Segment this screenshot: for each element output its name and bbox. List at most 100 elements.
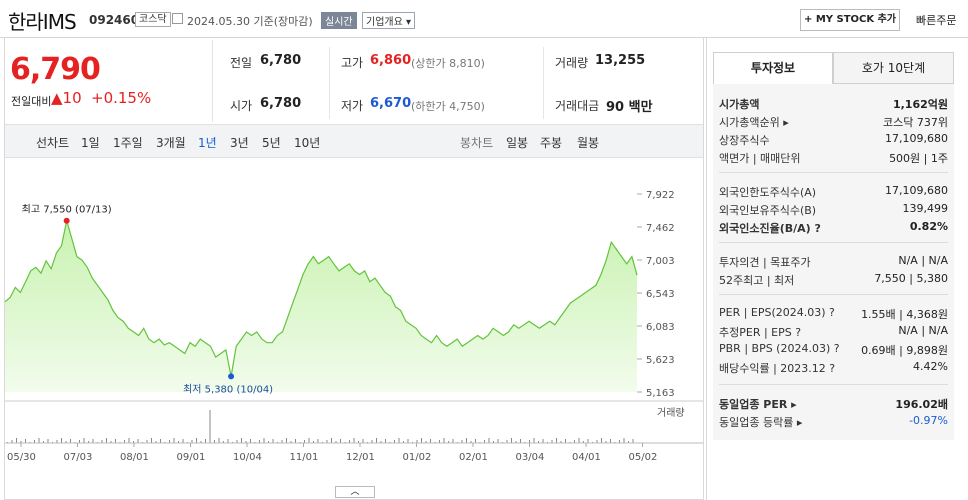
- info-row-value: N/A | N/A: [898, 254, 948, 267]
- divider: [719, 294, 948, 295]
- tab-period-1d[interactable]: 1일: [81, 136, 100, 150]
- volume-bar: [623, 438, 625, 443]
- volume-bar: [214, 440, 215, 443]
- change-value: ▲10: [51, 89, 82, 107]
- collapse-chart-button[interactable]: ︿: [335, 486, 375, 498]
- x-tick-label: 05/02: [629, 452, 658, 463]
- x-tick-label: 12/01: [346, 452, 375, 463]
- volume-bar: [529, 440, 530, 443]
- volume-bar: [362, 439, 364, 443]
- volume-bar: [538, 441, 539, 443]
- tab-candle-daily[interactable]: 일봉: [506, 136, 529, 150]
- tab-candle-monthly[interactable]: 월봉: [577, 136, 600, 150]
- low-label: 저가: [341, 99, 364, 113]
- high-annotation: 최고 7,550 (07/13): [22, 204, 112, 216]
- info-row-label: 상장주식수: [719, 134, 770, 147]
- volume-bar: [398, 438, 400, 443]
- divider: [719, 172, 948, 173]
- volume-bar: [250, 439, 251, 443]
- tab-quote-10[interactable]: 호가 10단계: [833, 52, 954, 84]
- volume-bar: [38, 438, 40, 443]
- tab-period-1w[interactable]: 1주일: [113, 136, 143, 150]
- volume-bar: [259, 440, 260, 443]
- volume-bar: [380, 441, 382, 443]
- tab-invest-info[interactable]: 투자정보: [713, 52, 833, 84]
- info-row: 추정PER | EPS ? N/A | N/A: [713, 322, 954, 340]
- x-tick-label: 01/02: [403, 452, 432, 463]
- volume-bar: [110, 441, 112, 443]
- info-row-value: 1.55배 | 4,368원: [861, 308, 948, 321]
- tab-candle-weekly[interactable]: 주봉: [540, 136, 563, 150]
- change-label: 전일대비: [11, 95, 52, 108]
- volume-bar: [191, 440, 193, 443]
- volume-bar: [331, 438, 332, 443]
- info-panel: [706, 38, 968, 500]
- volume-bar: [371, 440, 373, 443]
- volume-bar: [515, 441, 517, 443]
- info-row: 동일업종 등락률 ▸ -0.97%: [713, 412, 954, 430]
- current-price: 6,790: [10, 52, 101, 87]
- volume-bar: [317, 439, 319, 443]
- volume-legend: 거래량: [657, 407, 685, 419]
- tab-period-1y[interactable]: 1년: [198, 136, 217, 150]
- info-row-value: 139,499: [902, 202, 949, 215]
- volume-bar: [128, 438, 130, 443]
- x-tick-label: 11/01: [290, 452, 319, 463]
- price-chart[interactable]: 최고 7,550 (07/13) 최저 5,380 (10/04) 7,922 7…: [5, 158, 703, 463]
- volume-bar: [61, 438, 62, 443]
- add-mystock-button[interactable]: + MY STOCK 추가: [800, 9, 900, 31]
- volume-bar: [439, 440, 440, 443]
- change-percent: +0.15%: [91, 89, 152, 107]
- info-row-value: 0.69배 | 9,898원: [861, 344, 948, 357]
- info-row-label: 액면가 | 매매단위: [719, 152, 801, 165]
- volume-bar: [295, 439, 296, 443]
- volume-bar: [619, 440, 620, 443]
- info-row-value: 코스닥 737위: [883, 116, 948, 129]
- company-info-dropdown[interactable]: 기업개요 ▾: [362, 12, 415, 29]
- volume-bar: [47, 439, 49, 443]
- volume-bar: [407, 439, 409, 443]
- volume-bar: [533, 438, 535, 443]
- volume-bar: [583, 441, 584, 443]
- volume-bar: [461, 440, 463, 443]
- divider: [719, 242, 948, 243]
- tab-period-3m[interactable]: 3개월: [156, 136, 186, 150]
- volume-bar: [488, 438, 490, 443]
- volume-bar: [209, 410, 211, 443]
- volume-bar: [376, 438, 377, 443]
- quick-order-link[interactable]: 빠른주문: [916, 14, 957, 27]
- info-row-label: 동일업종 PER ▸: [719, 398, 797, 411]
- stock-name: 한라IMS: [8, 10, 77, 34]
- volume-bar: [241, 438, 242, 443]
- volume-bar: [227, 439, 229, 443]
- volume-bar: [146, 440, 148, 443]
- info-row-value: 196.02배: [895, 398, 948, 411]
- low-marker: [228, 373, 235, 380]
- realtime-button[interactable]: 실시간: [321, 12, 357, 29]
- tab-period-3y[interactable]: 3년: [230, 136, 249, 150]
- volume-bar: [493, 441, 494, 443]
- amount-label: 거래대금: [555, 99, 600, 113]
- volume-bar: [200, 441, 202, 443]
- volume-bar: [565, 439, 566, 443]
- volume-bar: [448, 441, 449, 443]
- price-area: [5, 220, 637, 392]
- info-row-label: 52주최고 | 최저: [719, 274, 795, 287]
- volume-bar: [245, 441, 247, 443]
- volume-bar: [155, 441, 157, 443]
- divider: [719, 384, 948, 385]
- open-value: 6,780: [260, 96, 302, 111]
- volume-bar: [416, 440, 418, 443]
- volume-bar: [106, 438, 107, 443]
- volume-bar: [601, 438, 602, 443]
- volume-bar: [511, 438, 512, 443]
- y-tick-label: 7,922: [646, 190, 675, 201]
- tab-period-10y[interactable]: 10년: [294, 136, 321, 150]
- volume-bar: [92, 439, 94, 443]
- volume-bar: [56, 440, 58, 443]
- volume-bar: [466, 438, 467, 443]
- info-row: PBR | BPS (2024.03) ? 0.69배 | 9,898원: [713, 340, 954, 358]
- volume-bar: [340, 439, 341, 443]
- tab-period-5y[interactable]: 5년: [262, 136, 281, 150]
- info-row-label: 외국인한도주식수(A): [719, 186, 817, 199]
